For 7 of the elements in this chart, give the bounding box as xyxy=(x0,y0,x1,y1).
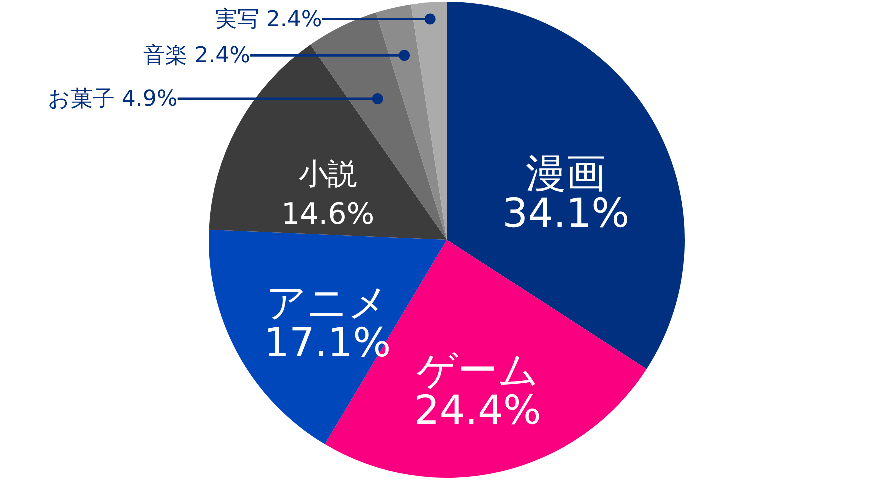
pie-slice xyxy=(411,2,447,240)
pie-slice xyxy=(376,4,447,240)
data-label: 14.6% xyxy=(281,196,375,231)
slice-label: お菓子 4.9% xyxy=(48,86,178,112)
slice-label: 音楽 2.4% xyxy=(144,44,251,69)
slice-label: 小説 xyxy=(299,156,358,191)
slice-label: 実写 2.4% xyxy=(215,7,322,32)
